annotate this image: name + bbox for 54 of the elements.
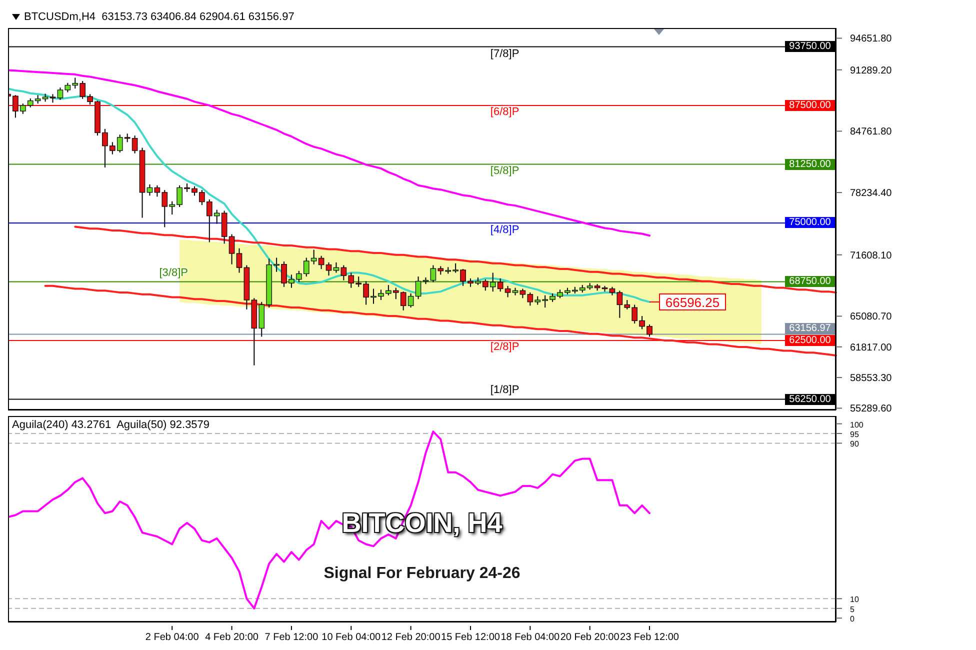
x-tick-label: 15 Feb 12:00 <box>441 632 500 643</box>
x-tick-label: 7 Feb 12:00 <box>264 632 319 643</box>
y-tick-label: 0 <box>850 614 855 624</box>
ref-line-label: 87500.00 <box>789 100 831 111</box>
annotation: [1/8]P <box>490 384 520 396</box>
ref-line-label: 93750.00 <box>789 41 831 52</box>
candlestick <box>504 285 511 298</box>
chart-title: Aguila(240) 43.2761 Aguila(50) 92.3579 <box>12 419 210 431</box>
y-tick-label: 71608.10 <box>850 250 892 262</box>
y-tick-label: 10 <box>850 595 860 604</box>
x-tick-label: 10 Feb 04:00 <box>322 632 382 643</box>
candlestick <box>57 87 64 100</box>
annotation: [7/8]P <box>490 48 520 60</box>
annotation: [5/8]P <box>490 165 520 178</box>
ref-line-label: 62500.00 <box>789 334 831 346</box>
line-series <box>44 284 837 356</box>
ref-line-label: 68750.00 <box>789 276 831 288</box>
x-tick-label: 12 Feb 20:00 <box>381 632 441 643</box>
y-tick-label: 61817.00 <box>850 342 892 354</box>
x-tick-label: 23 Feb 12:00 <box>620 632 680 643</box>
candlestick <box>415 276 422 300</box>
y-tick-label: 58553.30 <box>850 373 892 384</box>
y-tick-label: 100 <box>850 420 864 430</box>
chart-title: BTCUSDm,H4 63153.73 63406.84 62904.61 63156.97 <box>24 11 294 23</box>
x-tick-label: 20 Feb 20:00 <box>560 632 620 643</box>
ref-line-label: 56250.00 <box>789 394 831 405</box>
x-tick-label: 4 Feb 20:00 <box>205 632 259 643</box>
x-tick-label: 2 Feb 04:00 <box>145 632 200 643</box>
annotation: Signal For February 24-26 <box>324 565 520 582</box>
annotation: [4/8]P <box>490 224 520 236</box>
line-series <box>8 69 651 237</box>
candlestick <box>228 234 235 265</box>
data-label: 66596.25 <box>665 294 720 310</box>
candlestick <box>146 184 153 196</box>
y-tick-label: 5 <box>850 604 855 614</box>
y-tick-label: 78234.40 <box>850 188 892 200</box>
annotation: [2/8]P <box>490 341 520 354</box>
ref-line-label: 81250.00 <box>789 158 831 170</box>
ref-line-label: 75000.00 <box>789 217 831 228</box>
y-tick-label: 90 <box>850 440 860 449</box>
x-tick-label: 18 Feb 04:00 <box>500 632 560 643</box>
y-tick-label: 84761.80 <box>850 126 892 138</box>
line-series <box>8 430 651 610</box>
annotation: [3/8]P <box>159 266 188 279</box>
y-tick-label: 65080.70 <box>850 312 892 323</box>
candlestick <box>326 262 332 276</box>
ref-line-label: 63156.97 <box>789 322 831 334</box>
y-tick-label: 55289.60 <box>850 404 892 415</box>
annotation: [6/8]P <box>490 106 520 118</box>
y-tick-label: 94651.80 <box>850 34 892 45</box>
candlestick <box>236 248 242 274</box>
line-series <box>74 226 837 294</box>
y-tick-label: 91289.20 <box>850 65 892 76</box>
y-tick-label: 95 <box>850 430 860 439</box>
